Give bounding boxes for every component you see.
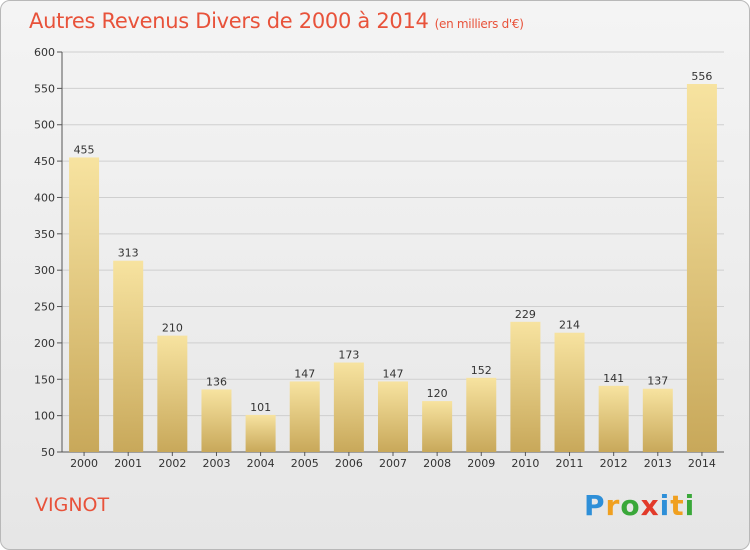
logo-letter: x (640, 489, 660, 522)
bar-value-label: 101 (250, 401, 271, 414)
x-tick-label: 2001 (114, 457, 142, 470)
bar-value-label: 141 (603, 372, 624, 385)
bar-value-label: 313 (118, 247, 139, 260)
bar (510, 321, 541, 452)
bar (333, 362, 364, 452)
x-tick-label: 2005 (291, 457, 319, 470)
y-tick-label: 550 (34, 82, 55, 95)
bar-value-label: 173 (338, 349, 359, 362)
bar (378, 381, 408, 452)
bar (466, 377, 497, 452)
y-tick-label: 400 (34, 191, 55, 204)
y-tick-label: 250 (34, 301, 55, 314)
bar (422, 401, 453, 452)
chart-unit: (en milliers d'€) (434, 17, 524, 31)
bar (642, 388, 673, 452)
bar-value-label: 229 (515, 308, 536, 321)
chart-title: Autres Revenus Divers de 2000 à 2014 (en … (29, 9, 524, 33)
bar-value-label: 147 (383, 367, 404, 380)
bar (157, 335, 188, 452)
x-tick-label: 2004 (247, 457, 275, 470)
proxiti-logo[interactable]: Proxiti (584, 489, 695, 522)
bar (598, 385, 629, 452)
x-tick-label: 2007 (379, 457, 407, 470)
x-tick-label: 2002 (158, 457, 186, 470)
logo-letter: r (605, 489, 621, 522)
x-tick-label: 2011 (556, 457, 584, 470)
bar (554, 332, 585, 452)
y-tick-label: 350 (34, 228, 55, 241)
bar-value-label: 136 (206, 375, 227, 388)
y-tick-label: 100 (34, 410, 55, 423)
logo-letter: i (684, 489, 696, 522)
y-tick-label: 500 (34, 119, 55, 132)
x-tick-label: 2013 (644, 457, 672, 470)
bar (245, 414, 276, 452)
bar (69, 157, 100, 453)
x-tick-label: 2000 (70, 457, 98, 470)
bar-value-label: 137 (647, 375, 668, 388)
bar-value-label: 147 (294, 367, 315, 380)
bar-value-label: 210 (162, 322, 183, 335)
x-tick-label: 2008 (423, 457, 451, 470)
bar-value-label: 120 (427, 387, 448, 400)
x-tick-label: 2006 (335, 457, 363, 470)
logo-letter: t (670, 489, 685, 522)
chart-title-text: Autres Revenus Divers de 2000 à 2014 (29, 9, 429, 33)
bar-value-label: 152 (471, 364, 492, 377)
logo-letter: P (584, 489, 606, 522)
commune-name: VIGNOT (35, 494, 110, 516)
bar-value-label: 455 (74, 143, 95, 156)
x-tick-label: 2009 (467, 457, 495, 470)
bar (686, 84, 717, 452)
y-tick-label: 50 (41, 446, 55, 459)
bar (201, 389, 232, 452)
x-tick-label: 2003 (202, 457, 230, 470)
y-tick-label: 600 (34, 46, 55, 59)
bar (289, 381, 320, 452)
bar-value-label: 556 (691, 70, 712, 83)
x-tick-label: 2012 (600, 457, 628, 470)
bar (113, 260, 144, 452)
x-tick-label: 2014 (688, 457, 716, 470)
y-tick-label: 450 (34, 155, 55, 168)
logo-letter: o (620, 489, 641, 522)
x-tick-label: 2010 (511, 457, 539, 470)
y-tick-label: 150 (34, 373, 55, 386)
y-tick-label: 200 (34, 337, 55, 350)
bar-value-label: 214 (559, 319, 580, 332)
logo-letter: i (659, 489, 671, 522)
y-tick-label: 300 (34, 264, 55, 277)
